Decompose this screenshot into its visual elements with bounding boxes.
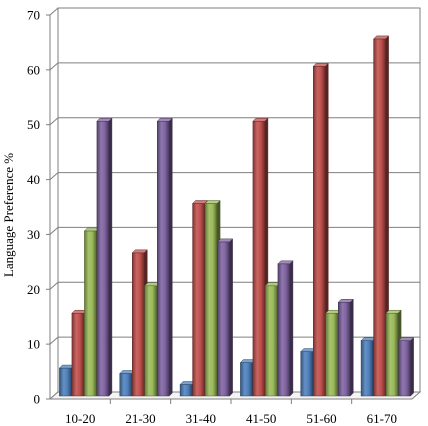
gridline — [49, 281, 420, 290]
gridline — [49, 172, 420, 180]
gridline — [49, 336, 420, 345]
y-tick-label: 0 — [34, 392, 41, 407]
plot-area-back — [57, 7, 421, 393]
x-tick-label: 41-50 — [246, 411, 276, 426]
y-tick-label: 50 — [27, 117, 40, 132]
y-tick-label: 20 — [27, 282, 40, 297]
x-tick-label: 10-20 — [65, 411, 95, 426]
bar — [216, 238, 234, 397]
bar — [337, 298, 354, 397]
bar — [277, 260, 294, 397]
x-tick-labels: 10-20 21-30 31-40 41-50 51-60 61-70 — [65, 411, 397, 426]
y-tick-label: 10 — [27, 337, 40, 352]
y-tick-labels: 0 10 20 30 40 50 60 70 — [27, 8, 40, 407]
bars — [58, 35, 415, 397]
y-axis-title: Language Preference % — [1, 153, 16, 277]
x-tick-label: 61-70 — [367, 411, 397, 426]
bar — [156, 117, 173, 397]
x-tick-label: 31-40 — [186, 411, 216, 426]
bar — [96, 117, 113, 397]
y-tick-label: 70 — [27, 8, 40, 23]
gridline — [49, 117, 420, 126]
gridline — [49, 226, 420, 235]
x-tick-label: 51-60 — [306, 411, 336, 426]
bar — [397, 337, 415, 397]
x-tick-label: 21-30 — [125, 411, 155, 426]
gridline — [49, 62, 420, 71]
bar — [372, 35, 390, 397]
y-tick-label: 60 — [27, 62, 40, 77]
y-tick-label: 40 — [27, 172, 40, 187]
gridline — [49, 7, 420, 16]
y-tick-label: 30 — [27, 227, 40, 242]
